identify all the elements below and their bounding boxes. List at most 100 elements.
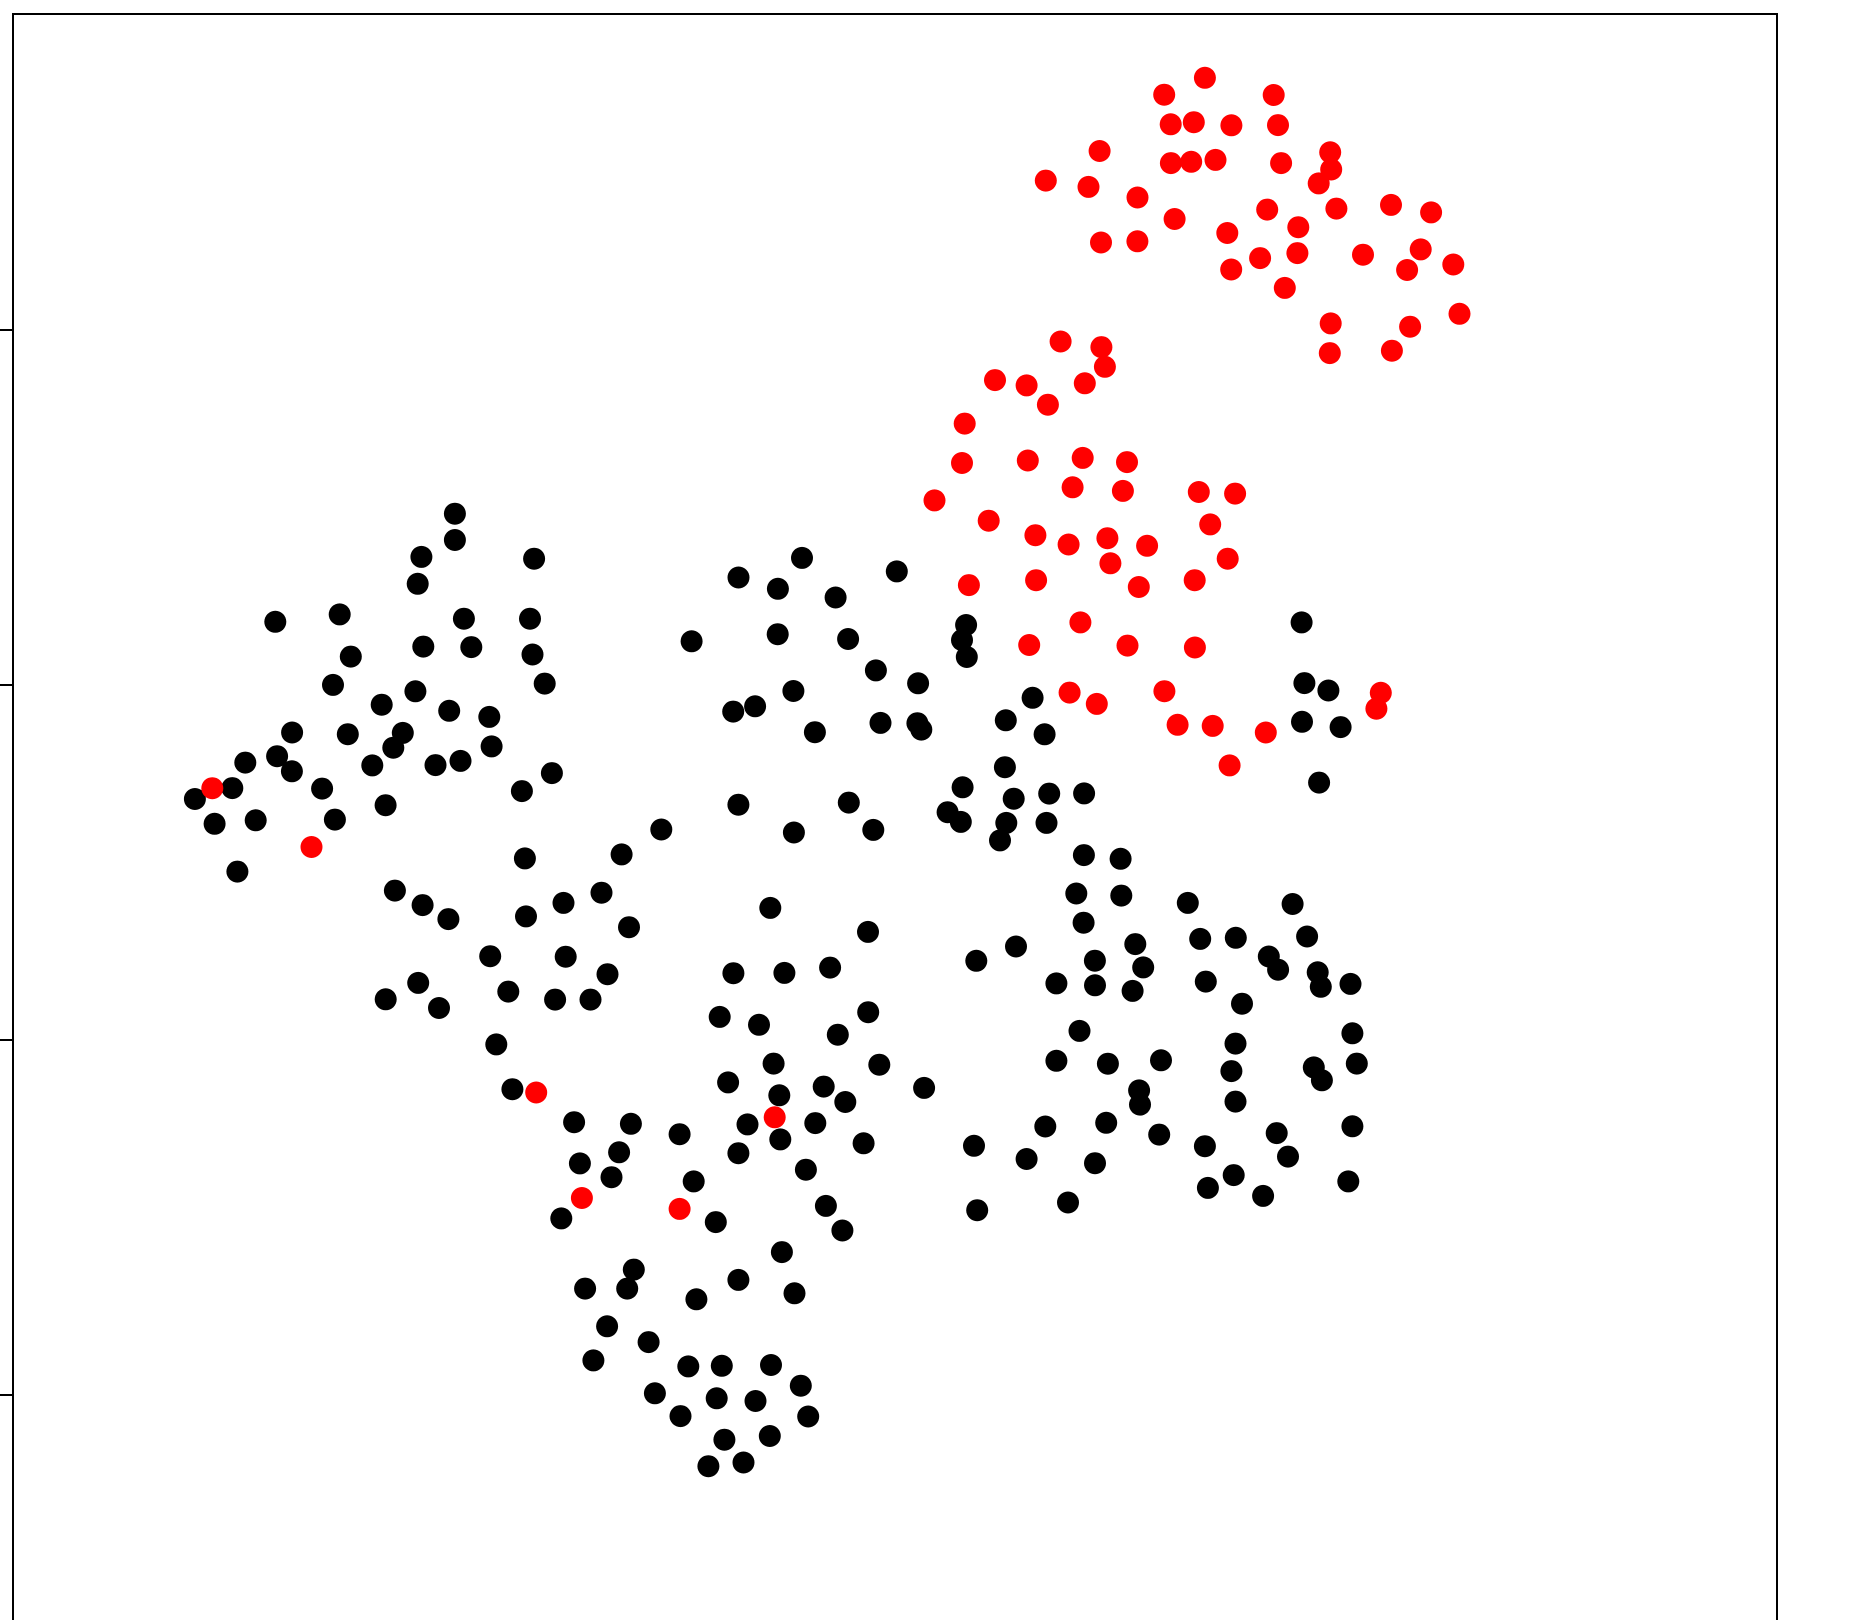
scatter-point	[677, 1355, 700, 1378]
scatter-point	[769, 1128, 792, 1151]
scatter-point	[323, 808, 346, 831]
scatter-point	[951, 629, 973, 652]
scatter-point	[1196, 1176, 1219, 1199]
scatter-point	[1182, 111, 1205, 134]
scatter-point	[1090, 231, 1112, 254]
scatter-point	[885, 560, 908, 583]
scatter-point	[1110, 884, 1133, 907]
scatter-point	[339, 645, 362, 668]
scatter-point	[203, 812, 226, 835]
scatter-point	[1265, 1122, 1288, 1145]
scatter-point	[1084, 1152, 1106, 1175]
scatter-point	[1034, 169, 1057, 192]
scatter-point	[1038, 782, 1061, 805]
scatter-point	[554, 945, 577, 968]
scatter-point	[758, 1425, 781, 1447]
scatter-point	[264, 610, 287, 633]
scatter-point	[510, 780, 533, 803]
scatter-point	[1193, 1135, 1216, 1158]
scatter-point	[1216, 547, 1239, 570]
scatter-point	[1073, 782, 1096, 805]
scatter-point	[1286, 242, 1309, 265]
scatter-point	[797, 1405, 820, 1428]
scatter-point	[622, 1258, 645, 1281]
scatter-point	[1049, 330, 1072, 353]
scatter-point	[370, 693, 393, 716]
scatter-point	[582, 1349, 605, 1372]
scatter-point	[1073, 372, 1096, 395]
plot-frame	[12, 13, 1778, 1620]
scatter-point	[685, 1288, 708, 1311]
scatter-point	[1061, 476, 1084, 499]
scatter-point	[1341, 1115, 1364, 1138]
scatter-points	[183, 66, 1471, 1478]
scatter-point	[910, 718, 933, 741]
scatter-point	[1309, 975, 1332, 998]
scatter-point	[1317, 679, 1340, 702]
scatter-point	[680, 630, 703, 653]
scatter-point	[452, 607, 475, 630]
y-axis-ticks	[0, 329, 13, 1396]
scatter-point	[428, 997, 450, 1019]
scatter-point	[1126, 230, 1149, 253]
scatter-point	[710, 1354, 733, 1377]
scatter-point	[449, 749, 472, 772]
scatter-point	[1199, 513, 1222, 536]
scatter-point	[1308, 771, 1331, 794]
scatter-point	[404, 680, 427, 703]
scatter-point	[994, 709, 1017, 732]
scatter-point	[383, 879, 406, 902]
scatter-point	[1307, 172, 1330, 195]
scatter-point	[1396, 259, 1419, 281]
scatter-point	[834, 1091, 857, 1113]
scatter-point	[1153, 680, 1176, 703]
scatter-point	[713, 1428, 736, 1451]
scatter-point	[773, 961, 796, 984]
scatter-point	[1083, 949, 1106, 972]
scatter-point	[1291, 710, 1313, 733]
scatter-point	[963, 1134, 985, 1157]
scatter-point	[704, 1211, 727, 1234]
scatter-point	[1187, 481, 1210, 503]
scatter-point	[722, 700, 745, 723]
scatter-point	[300, 836, 323, 858]
scatter-point	[1352, 243, 1374, 266]
scatter-point	[1296, 925, 1319, 948]
scatter-point	[1442, 253, 1465, 276]
scatter-point	[864, 659, 887, 682]
scatter-point	[1036, 393, 1059, 416]
scatter-point	[744, 1390, 767, 1412]
scatter-point	[1132, 956, 1155, 979]
scatter-point	[759, 896, 782, 919]
scatter-point	[1021, 686, 1044, 709]
scatter-point	[525, 1081, 548, 1104]
scatter-point	[608, 1141, 631, 1164]
scatter-point	[1015, 1148, 1038, 1170]
scatter-point	[1293, 672, 1316, 695]
scatter-point	[540, 762, 563, 785]
scatter-point	[1339, 972, 1362, 995]
scatter-point	[1409, 238, 1432, 261]
scatter-point	[993, 756, 1016, 779]
scatter-point	[1204, 148, 1227, 171]
scatter-point	[266, 745, 289, 768]
scatter-point	[1035, 811, 1058, 834]
scatter-point	[361, 754, 384, 777]
scatter-point	[519, 607, 541, 630]
scatter-point	[1448, 302, 1471, 325]
scatter-point	[280, 760, 303, 783]
scatter-point	[819, 956, 842, 979]
scatter-point	[1189, 927, 1212, 950]
scatter-point	[568, 1152, 591, 1175]
scatter-point	[1090, 336, 1113, 359]
scatter-point	[570, 1187, 593, 1209]
scatter-point	[1096, 1052, 1119, 1075]
scatter-point	[1176, 891, 1199, 914]
scatter-point	[411, 894, 434, 917]
scatter-point	[382, 736, 405, 759]
scatter-point	[1159, 113, 1182, 136]
scatter-point	[600, 1166, 623, 1189]
scatter-point	[957, 574, 980, 597]
scatter-point	[183, 788, 206, 810]
scatter-point	[1249, 247, 1272, 270]
